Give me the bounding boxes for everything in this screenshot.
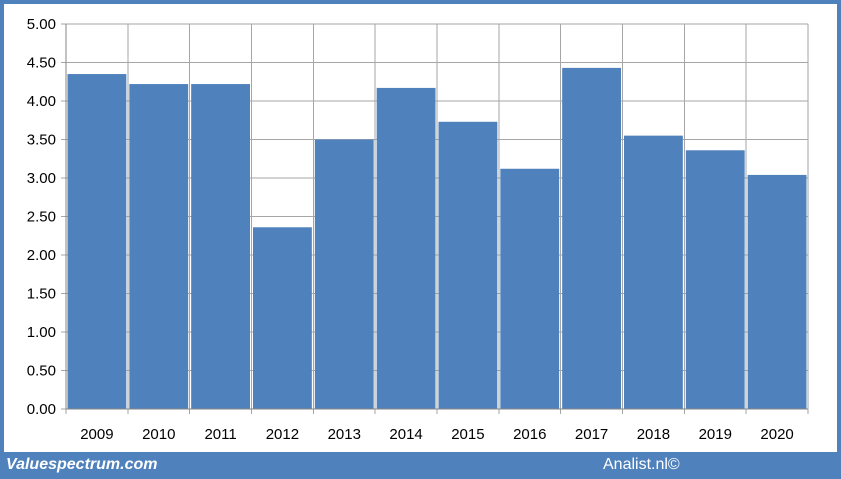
bar-2009	[67, 74, 127, 410]
bar-2011	[191, 84, 250, 409]
chart-panel: 0.00 0.50 1.00 1.50 2.00 2.50 3.00 3.50 4.00 4.50…	[4, 4, 837, 452]
y-tick-label: 3.00	[27, 170, 56, 187]
bar-2014	[376, 87, 436, 409]
valuespectrum-brand: Valuespectrum.com	[6, 456, 158, 473]
y-tick-label: 5.00	[27, 16, 56, 33]
x-tick-label: 2013	[328, 426, 361, 443]
x-tick-label: 2011	[204, 426, 236, 443]
y-tick-label: 0.00	[27, 401, 56, 418]
analist-brand: Analist.nl©	[603, 456, 680, 473]
y-tick-label: 1.00	[27, 324, 56, 341]
x-tick-label: 2014	[389, 426, 422, 443]
x-tick-label: 2015	[451, 426, 484, 443]
y-tick-label: 2.50	[27, 209, 56, 226]
bar-chart: 0.00 0.50 1.00 1.50 2.00 2.50 3.00 3.50 4.00 4.50…	[27, 16, 809, 443]
x-tick-label: 2010	[142, 426, 175, 443]
x-tick-label: 2020	[760, 426, 793, 443]
bar-2019	[685, 150, 745, 409]
x-tick-label: 2017	[575, 426, 608, 443]
x-tick-label: 2009	[80, 426, 113, 443]
y-tick-label: 0.50	[27, 363, 56, 380]
bar-2010	[129, 84, 189, 409]
bar-2016	[500, 168, 560, 409]
y-tick-label: 4.00	[27, 93, 56, 110]
bar-2013	[314, 139, 374, 409]
y-tick-label: 3.50	[27, 132, 56, 149]
y-tick-label: 4.50	[27, 55, 56, 72]
x-tick-label: 2019	[699, 426, 732, 443]
bar-2018	[624, 135, 683, 409]
bar-2012	[253, 227, 312, 409]
bar-2015	[438, 121, 498, 409]
y-tick-label: 1.50	[27, 286, 56, 303]
x-tick-label: 2018	[637, 426, 670, 443]
x-tick-label: 2012	[266, 426, 299, 443]
bar-2017	[562, 67, 621, 409]
x-tick-label: 2016	[513, 426, 546, 443]
bar-2020	[747, 174, 807, 409]
y-tick-label: 2.00	[27, 247, 56, 264]
